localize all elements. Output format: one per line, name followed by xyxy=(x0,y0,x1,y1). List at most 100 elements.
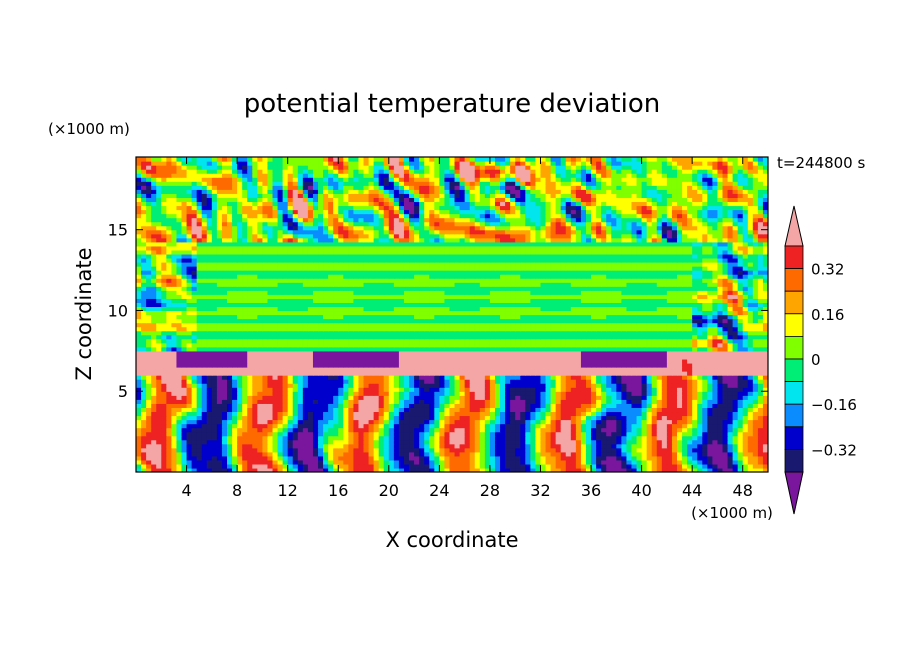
field-cell xyxy=(565,318,572,324)
field-cell xyxy=(414,375,420,380)
field-cell xyxy=(555,354,562,360)
field-cell xyxy=(687,455,693,461)
field-cell xyxy=(439,423,446,429)
field-cell xyxy=(302,431,309,437)
field-cell xyxy=(474,431,481,437)
field-cell xyxy=(591,431,597,437)
field-cell xyxy=(646,318,653,324)
field-cell xyxy=(227,435,233,441)
field-cell xyxy=(697,423,703,429)
field-cell xyxy=(479,383,486,388)
field-cell xyxy=(459,334,466,340)
field-cell xyxy=(596,375,602,380)
field-cell xyxy=(712,383,719,388)
field-cell xyxy=(201,463,208,469)
field-cell xyxy=(141,362,147,368)
field-cell xyxy=(328,439,334,445)
field-cell xyxy=(454,463,461,469)
field-cell xyxy=(616,375,622,380)
field-cell xyxy=(661,439,668,445)
field-cell xyxy=(282,342,289,348)
field-cell xyxy=(656,346,663,352)
field-cell xyxy=(201,387,208,392)
field-cell xyxy=(196,443,203,449)
field-cell xyxy=(515,427,521,433)
field-cell xyxy=(201,342,208,348)
field-cell xyxy=(454,358,461,364)
field-cell xyxy=(565,387,572,392)
field-cell xyxy=(687,387,693,392)
field-cell xyxy=(646,419,653,425)
field-cell xyxy=(156,411,162,417)
field-cell xyxy=(328,451,334,457)
field-cell xyxy=(722,383,729,388)
field-cell xyxy=(136,459,142,465)
field-cell xyxy=(196,419,203,425)
field-cell xyxy=(580,358,587,364)
field-cell xyxy=(545,346,552,352)
field-cell xyxy=(757,435,764,441)
field-cell xyxy=(560,427,567,433)
field-cell xyxy=(575,367,582,372)
field-cell xyxy=(626,399,633,404)
field-cell xyxy=(232,411,238,417)
field-cell xyxy=(464,387,471,392)
field-cell xyxy=(646,455,653,461)
field-cell xyxy=(454,362,461,368)
field-cell xyxy=(560,318,567,324)
field-cell xyxy=(267,411,274,417)
field-cell xyxy=(424,346,430,352)
field-cell xyxy=(596,443,602,449)
field-cell xyxy=(732,338,739,344)
field-cell xyxy=(530,387,537,392)
field-cell xyxy=(348,354,355,360)
field-cell xyxy=(312,326,319,332)
field-cell xyxy=(171,322,178,328)
field-cell xyxy=(221,415,228,421)
field-cell xyxy=(646,330,653,336)
field-cell xyxy=(616,358,622,364)
field-cell xyxy=(252,387,258,392)
field-cell xyxy=(186,467,193,472)
field-cell xyxy=(232,354,238,360)
field-cell xyxy=(494,407,501,413)
field-cell xyxy=(671,322,678,328)
field-cell xyxy=(636,387,643,392)
field-cell xyxy=(302,310,309,316)
field-cell xyxy=(702,338,708,344)
field-cell xyxy=(484,326,491,332)
field-cell xyxy=(575,403,582,408)
field-cell xyxy=(429,367,435,372)
field-cell xyxy=(747,407,754,413)
field-cell xyxy=(656,399,663,404)
field-cell xyxy=(262,387,269,392)
field-cell xyxy=(585,407,592,413)
field-cell xyxy=(156,383,162,388)
field-cell xyxy=(570,310,577,316)
field-cell xyxy=(631,439,638,445)
field-cell xyxy=(196,415,203,421)
field-cell xyxy=(575,326,582,332)
field-cell xyxy=(510,367,516,372)
field-cell xyxy=(580,330,587,336)
field-cell xyxy=(671,358,678,364)
field-cell xyxy=(712,354,719,360)
field-cell xyxy=(136,439,142,445)
field-cell xyxy=(646,346,653,352)
field-cell xyxy=(267,354,274,360)
field-cell xyxy=(201,447,208,453)
field-cell xyxy=(682,322,688,328)
field-cell xyxy=(616,326,622,332)
field-cell xyxy=(151,326,157,332)
field-cell xyxy=(722,371,729,376)
field-cell xyxy=(141,459,147,465)
field-cell xyxy=(221,342,228,348)
field-cell xyxy=(697,399,703,404)
field-cell xyxy=(287,415,294,421)
field-cell xyxy=(661,447,668,453)
field-cell xyxy=(732,322,739,328)
field-cell xyxy=(712,371,719,376)
field-cell xyxy=(525,407,531,413)
field-cell xyxy=(666,330,673,336)
field-cell xyxy=(570,322,577,328)
